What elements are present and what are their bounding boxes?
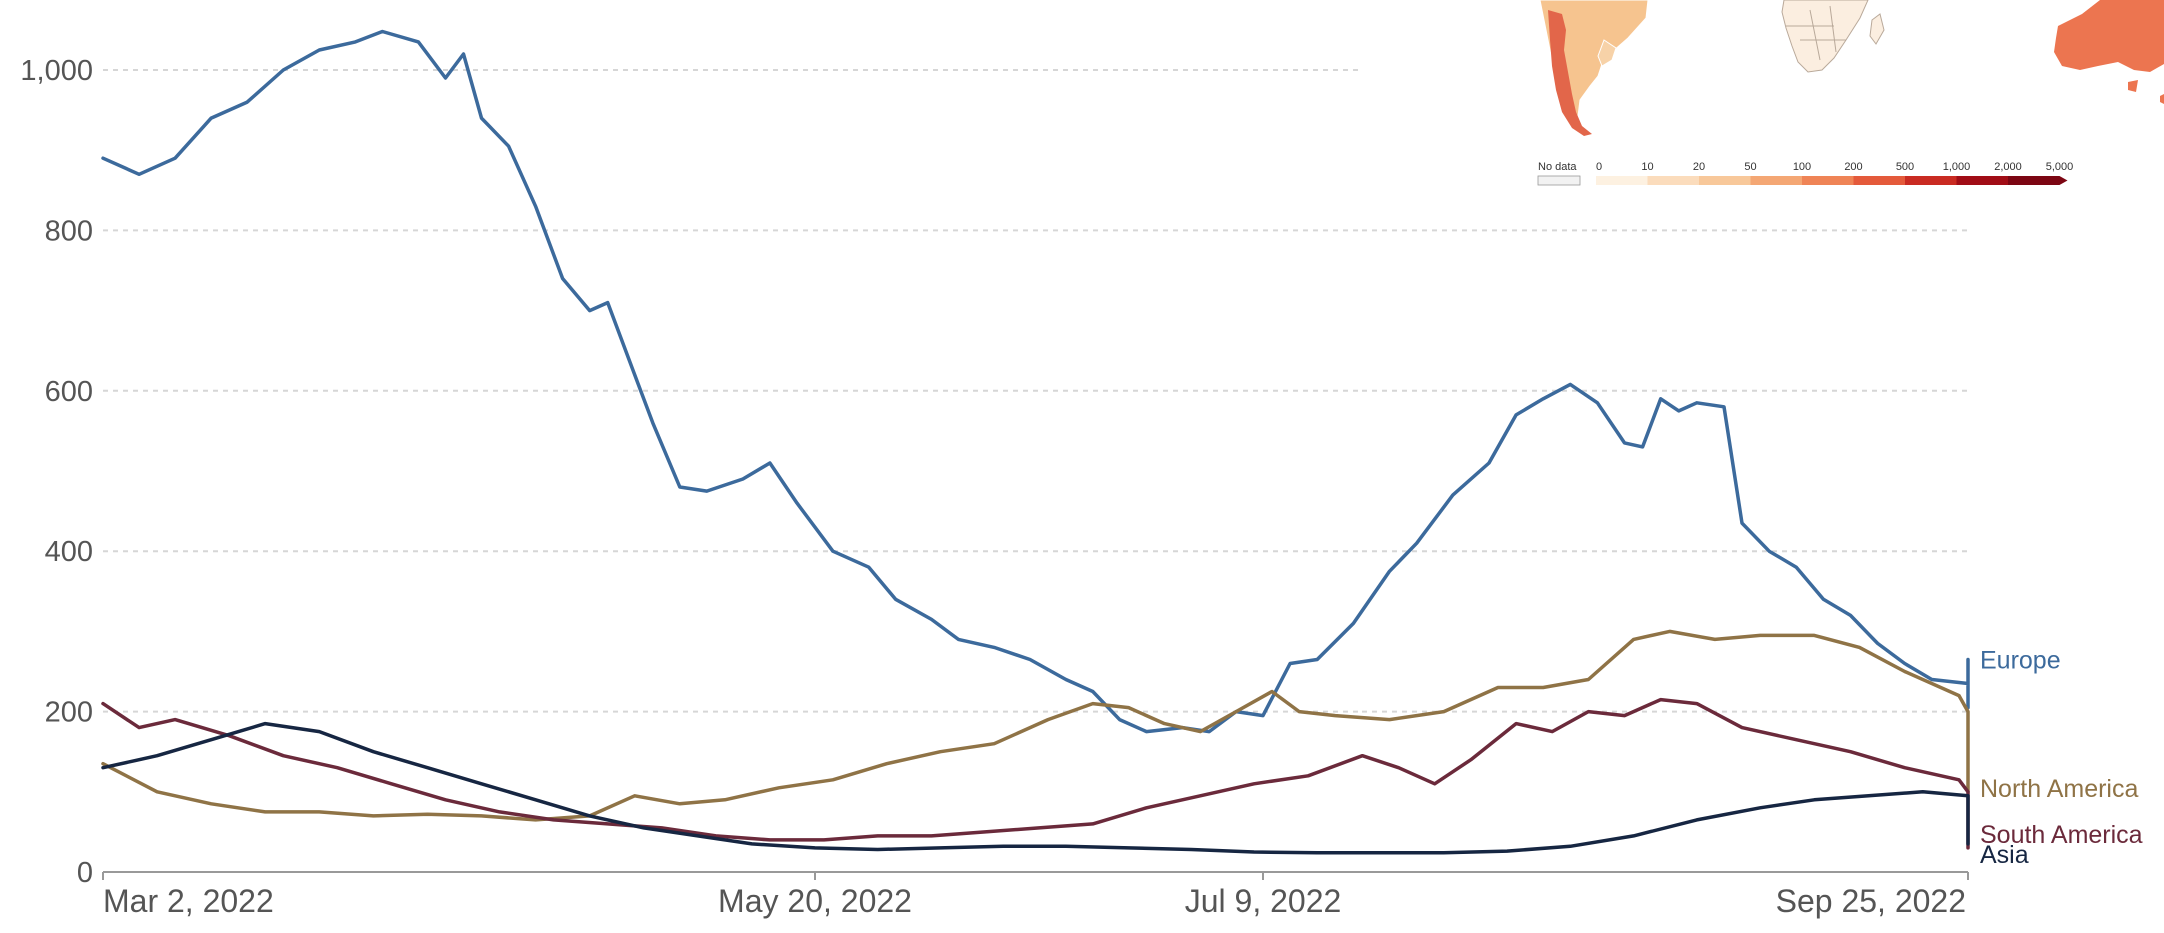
series-lines [101,29,1970,855]
y-axis-ticks: 0 200 400 600 800 1,000 [20,55,93,889]
map-legend-swatch [1853,176,1905,185]
y-tick-label: 0 [77,857,93,889]
map-legend-tick-label: 1,000 [1943,161,1971,173]
gridlines [103,69,1968,713]
map-legend-tick-label: 10 [1641,161,1653,173]
map-legend-swatch [1699,176,1751,185]
y-tick-label: 1,000 [20,55,93,87]
africa-map-shape [1781,0,1885,73]
map-legend-swatch [1905,176,1957,185]
x-tick-label: Mar 2, 2022 [103,883,274,919]
map-legend-tick-label: 20 [1693,161,1705,173]
map-legend-tick-label: 0 [1596,161,1602,173]
map-legend-tick-label: 50 [1744,161,1756,173]
map-legend-arrow [2059,176,2068,185]
map-legend-swatch [1956,176,2008,185]
map-legend-swatch [1596,176,1648,185]
series-label-south-america: South America [1980,821,2143,849]
x-tick-label: May 20, 2022 [718,883,912,919]
map-inset: No data 0 10 20 50 100 200 500 1,000 2,000 5,000 [1537,0,2164,186]
map-legend-tick-label: 2,000 [1994,161,2022,173]
x-axis-ticks: Mar 2, 2022 May 20, 2022 Jul 9, 2022 Sep 25… [102,872,1969,919]
y-tick-label: 600 [45,376,93,408]
map-legend-swatch [1647,176,1699,185]
map-legend-swatch [1750,176,1802,185]
x-tick-label: Sep 25, 2022 [1776,883,1966,919]
map-legend-no-data-label: No data [1538,161,1577,173]
map-legend-tick-label: 500 [1896,161,1914,173]
series-label-asia: Asia [1980,841,2029,869]
series-label-europe: Europe [1980,646,2061,674]
series-line-north-america [101,629,1970,822]
map-legend-swatch [2008,176,2060,185]
series-line-europe [101,29,1970,734]
map-legend-tick-label: 200 [1844,161,1862,173]
south-america-map-shape [1539,0,1649,137]
map-legend-tick-label: 100 [1793,161,1811,173]
series-line-south-america [101,697,1970,850]
y-tick-label: 800 [45,215,93,247]
series-line-asia [101,721,1970,855]
australia-map-shape [2054,0,2164,104]
y-tick-label: 400 [45,536,93,568]
map-legend-tick-label: 5,000 [2046,161,2074,173]
map-legend-no-data-swatch [1537,175,1581,186]
x-tick-label: Jul 9, 2022 [1185,883,1342,919]
map-color-legend: No data 0 10 20 50 100 200 500 1,000 2,000 5,000 [1537,161,2074,186]
series-label-north-america: North America [1980,775,2138,803]
map-legend-swatch [1802,176,1854,185]
y-tick-label: 200 [45,697,93,729]
